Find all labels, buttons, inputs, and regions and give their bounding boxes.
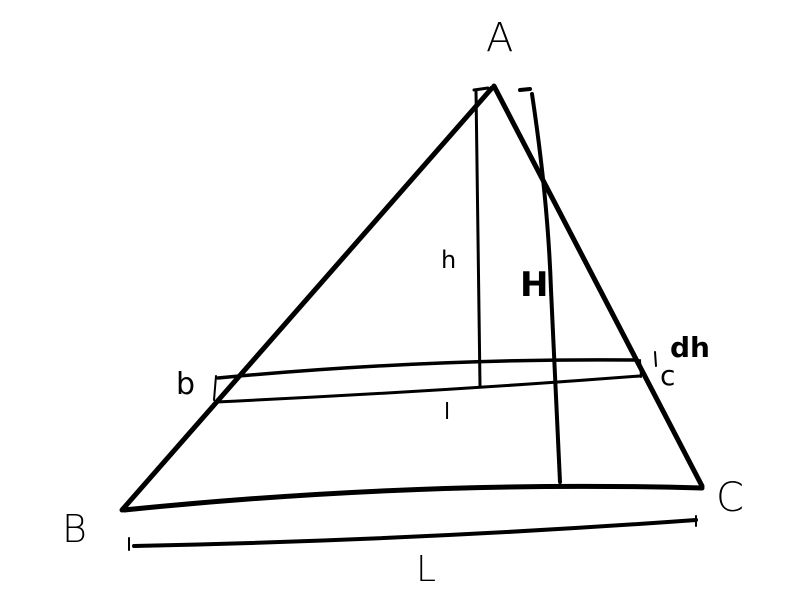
side-AC (491, 83, 705, 489)
height-h-label: h (441, 246, 457, 274)
side-AB (119, 85, 495, 513)
point-c-label: c (660, 359, 676, 392)
height-H-top-tick (518, 87, 532, 92)
strip-length-label: l (444, 400, 451, 425)
length-L-line (132, 518, 698, 548)
dh-marker (654, 351, 657, 367)
strip-left-tick (213, 375, 217, 401)
strip-thickness-label: dh (670, 331, 710, 364)
vertex-C-label: C (716, 475, 744, 521)
vertex-B-label: B (62, 507, 87, 551)
strip-bottom-line (214, 374, 642, 404)
height-h-top-tick (472, 86, 490, 92)
height-H-label: H (520, 265, 549, 305)
side-BC (121, 483, 705, 513)
height-h-line (474, 88, 482, 388)
base-length-label: L (416, 549, 437, 590)
strip-right-tick (639, 359, 642, 378)
vertex-A-label: A (486, 15, 514, 61)
point-b-label: b (176, 367, 196, 402)
strip-top-line (216, 358, 638, 380)
height-H-line (530, 92, 562, 484)
